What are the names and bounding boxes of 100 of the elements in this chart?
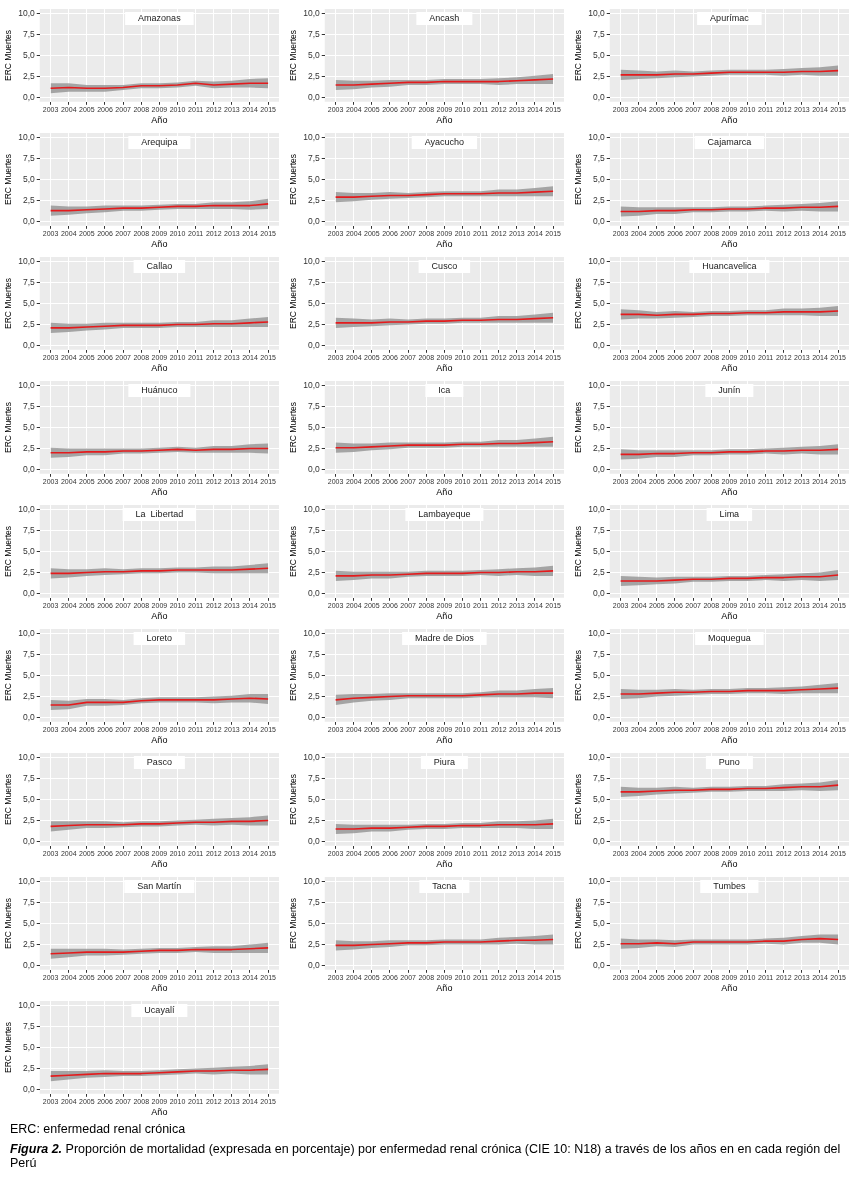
y-tick-label: 0,0 (22, 587, 35, 598)
y-tick-label: 0,0 (307, 587, 320, 598)
x-axis-title: Año (436, 735, 453, 746)
y-tick-label: 0,0 (22, 835, 35, 846)
y-tick-label: 2,5 (307, 442, 320, 453)
y-tick-label: 10,0 (588, 627, 606, 638)
y-tick-label: 0,0 (307, 711, 320, 722)
y-tick-label: 0,0 (22, 959, 35, 970)
y-tick-label: 10,0 (588, 875, 606, 886)
y-tick-label: 10,0 (18, 131, 36, 142)
x-axis-title: Año (151, 1107, 168, 1118)
y-tick-label: 5,0 (22, 1041, 35, 1052)
y-axis-title: ERC Muertes (3, 277, 14, 329)
y-tick-label: 10,0 (303, 131, 321, 142)
chart-title: Cusco (431, 261, 458, 272)
y-tick-label: 10,0 (303, 627, 321, 638)
chart-title: Moquegua (708, 633, 751, 644)
chart-title: Piura (433, 757, 455, 768)
y-axis-title: ERC Muertes (288, 525, 299, 577)
y-tick-label: 5,0 (592, 421, 605, 432)
y-tick-label: 10,0 (303, 7, 321, 18)
y-axis-title: ERC Muertes (288, 277, 299, 329)
y-tick-label: 10,0 (18, 627, 36, 638)
y-tick-label: 7,5 (22, 648, 35, 659)
y-axis-title: ERC Muertes (288, 29, 299, 81)
y-tick-label: 5,0 (22, 917, 35, 928)
x-axis-title: Año (721, 487, 738, 498)
y-tick-label: 0,0 (307, 959, 320, 970)
y-tick-label: 2,5 (307, 566, 320, 577)
chart-title: Puno (718, 757, 740, 768)
y-tick-label: 7,5 (307, 152, 320, 163)
y-tick-label: 2,5 (22, 70, 35, 81)
y-tick-label: 0,0 (22, 1083, 35, 1094)
y-tick-label: 5,0 (22, 669, 35, 680)
text: Figura 2. Proporción de mortalidad (expresada en porcentaje) por enfermedad renal crónica (CIE 10: N18) a través de los años en en cada región del Perú (10, 1142, 841, 1170)
y-tick-label: 7,5 (592, 896, 605, 907)
chart-title: Loreto (146, 633, 173, 644)
y-tick-label: 2,5 (22, 566, 35, 577)
y-tick-label: 0,0 (592, 215, 605, 226)
y-tick-label: 7,5 (22, 896, 35, 907)
chart-title: San Martín (137, 881, 182, 892)
y-axis-title: ERC Muertes (288, 153, 299, 205)
y-tick-label: 0,0 (307, 339, 320, 350)
x-axis-title: Año (151, 487, 168, 498)
chart-title: Huánuco (141, 385, 178, 396)
chart-title: Pasco (146, 757, 172, 768)
y-tick-label: 0,0 (592, 339, 605, 350)
x-axis-title: Año (436, 487, 453, 498)
y-tick-label: 2,5 (307, 194, 320, 205)
y-tick-label: 5,0 (307, 173, 320, 184)
y-tick-label: 5,0 (592, 297, 605, 308)
y-tick-label: 7,5 (22, 772, 35, 783)
y-axis-title: ERC Muertes (3, 897, 14, 949)
y-axis-title: ERC Muertes (573, 153, 584, 205)
x-axis-title: Año (721, 115, 738, 126)
y-tick-label: 7,5 (307, 648, 320, 659)
y-tick-label: 5,0 (592, 669, 605, 680)
y-tick-label: 0,0 (22, 91, 35, 102)
y-tick-label: 0,0 (592, 463, 605, 474)
chart-title: Cajamarca (707, 137, 752, 148)
y-tick-label: 10,0 (18, 875, 36, 886)
x-axis-title: Año (151, 611, 168, 622)
text: ERC: enfermedad renal crónica (10, 1122, 187, 1136)
y-tick-label: 2,5 (307, 814, 320, 825)
y-tick-label: 5,0 (307, 421, 320, 432)
y-tick-label: 0,0 (592, 91, 605, 102)
y-tick-label: 7,5 (592, 276, 605, 287)
y-tick-label: 7,5 (22, 1020, 35, 1031)
chart-title: Madre de Dios (415, 633, 475, 644)
y-axis-title: ERC Muertes (3, 773, 14, 825)
y-axis-title: ERC Muertes (3, 649, 14, 701)
y-tick-label: 5,0 (22, 297, 35, 308)
y-tick-label: 7,5 (22, 28, 35, 39)
chart-title: Huancavelica (702, 261, 757, 272)
y-tick-label: 10,0 (18, 379, 36, 390)
y-tick-label: 0,0 (592, 959, 605, 970)
y-tick-label: 10,0 (18, 999, 36, 1010)
x-axis-title: Año (436, 239, 453, 250)
chart-title: Tacna (432, 881, 457, 892)
y-tick-label: 10,0 (303, 751, 321, 762)
y-tick-label: 2,5 (307, 690, 320, 701)
y-tick-label: 0,0 (307, 835, 320, 846)
y-tick-label: 0,0 (307, 215, 320, 226)
y-tick-label: 2,5 (22, 814, 35, 825)
y-axis-title: ERC Muertes (3, 401, 14, 453)
x-axis-title: Año (436, 983, 453, 994)
y-tick-label: 10,0 (303, 875, 321, 886)
y-tick-label: 5,0 (307, 917, 320, 928)
y-tick-label: 2,5 (592, 194, 605, 205)
y-tick-label: 10,0 (18, 503, 36, 514)
x-axis-title: Año (151, 115, 168, 126)
y-tick-label: 7,5 (592, 772, 605, 783)
x-axis-title: Año (721, 611, 738, 622)
y-tick-label: 5,0 (22, 49, 35, 60)
x-axis-title: Año (436, 859, 453, 870)
x-axis-title: Año (721, 363, 738, 374)
y-tick-label: 0,0 (592, 587, 605, 598)
y-tick-label: 7,5 (592, 152, 605, 163)
y-tick-label: 10,0 (303, 503, 321, 514)
x-axis-title: Año (436, 115, 453, 126)
